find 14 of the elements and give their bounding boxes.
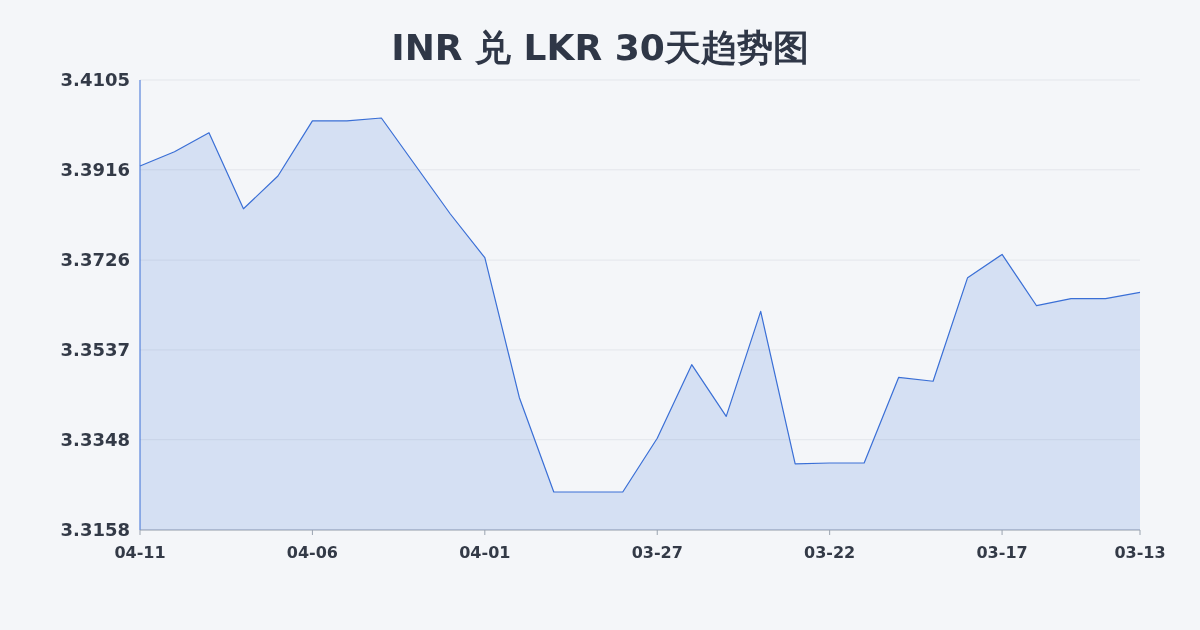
y-tick-label: 3.3916 (60, 158, 130, 180)
y-tick-label: 3.3537 (60, 338, 130, 360)
y-tick-label: 3.3158 (60, 519, 130, 540)
y-tick-label: 3.3348 (60, 428, 130, 450)
x-tick-label: 03-17 (976, 543, 1028, 562)
x-tick-label: 04-06 (286, 543, 338, 562)
y-tick-label: 3.3726 (60, 249, 130, 271)
x-tick-label: 03-13 (1114, 543, 1166, 562)
y-tick-label: 3.4105 (60, 69, 130, 90)
x-tick-label: 04-11 (114, 543, 166, 562)
x-tick-label: 03-22 (804, 543, 856, 562)
chart-title: INR 兑 LKR 30天趋势图 (391, 27, 809, 68)
x-tick-label: 04-01 (459, 543, 511, 562)
x-tick-label: 03-27 (631, 543, 683, 562)
